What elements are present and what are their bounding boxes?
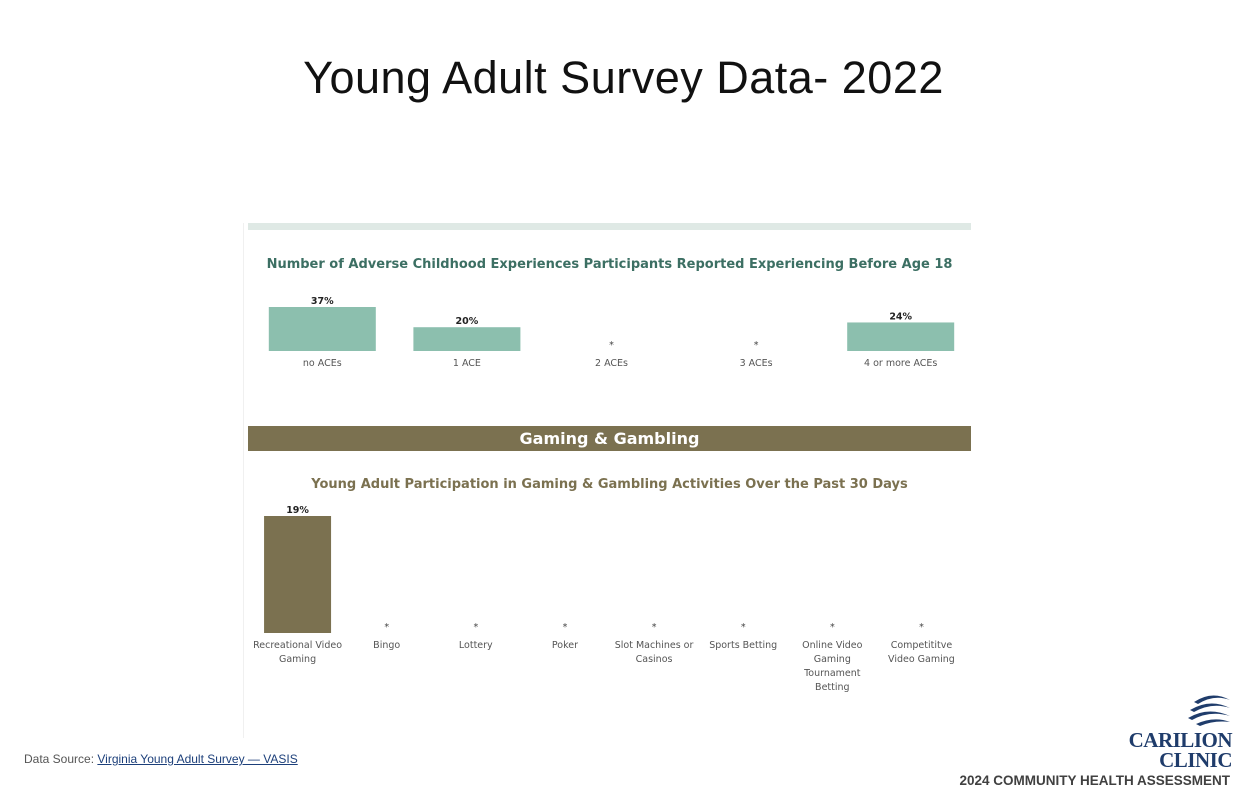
- logo-text-carilion: CARILION: [1128, 728, 1233, 752]
- section-header-gaming: Gaming & Gambling: [248, 426, 971, 451]
- gaming-category-label-line: Casinos: [636, 654, 673, 665]
- gaming-category-label: Bingo: [373, 640, 400, 651]
- gaming-category-label: Slot Machines or Casinos: [615, 640, 694, 665]
- carilion-logo: CARILION CLINIC: [1128, 690, 1233, 772]
- gaming-data-label: *: [830, 622, 835, 633]
- gaming-category-label-line: Slot Machines or: [615, 640, 694, 651]
- assessment-label: 2024 COMMUNITY HEALTH ASSESSMENT: [959, 773, 1230, 788]
- gaming-category-label-line: Sports Betting: [709, 640, 777, 651]
- gaming-category-label-line: Competititve: [891, 640, 953, 651]
- gaming-data-label: *: [473, 622, 478, 633]
- page-title: Young Adult Survey Data- 2022: [303, 52, 944, 103]
- ace-bar: [268, 307, 376, 351]
- chart-panel: [243, 218, 973, 738]
- ace-category-label: 1 ACE: [453, 358, 481, 369]
- ace-data-label: *: [609, 340, 614, 351]
- ace-category-label: 2 ACEs: [595, 358, 628, 369]
- gaming-category-label: Online Video Gaming Tournament Betting: [802, 640, 862, 693]
- carilion-swoosh-icon: [1188, 695, 1230, 726]
- data-source-link[interactable]: Virginia Young Adult Survey — VASIS: [97, 752, 298, 766]
- gaming-category-label-line: Online Video: [802, 640, 862, 651]
- gaming-category-label-line: Gaming: [814, 654, 851, 665]
- gaming-data-label: *: [652, 622, 657, 633]
- gaming-category-label-line: Recreational Video: [253, 640, 342, 651]
- ace-category-label: 3 ACEs: [740, 358, 773, 369]
- gaming-bar-chart: 19% Recreational Video Gaming * Bingo * Lotter…: [253, 505, 955, 693]
- gaming-data-label: *: [563, 622, 568, 633]
- gaming-category-label-line: Tournament: [803, 668, 861, 679]
- ace-bar-chart: 37% no ACEs 20% 1 ACE * 2 ACEs * 3 ACEs 24% 4 or …: [268, 296, 955, 369]
- gaming-data-label: *: [919, 622, 924, 633]
- gaming-data-label: *: [741, 622, 746, 633]
- ace-chart-title: Number of Adverse Childhood Experiences …: [266, 257, 953, 272]
- gaming-category-label-line: Lottery: [459, 640, 493, 651]
- gaming-category-label-line: Betting: [815, 682, 850, 693]
- gaming-chart-title: Young Adult Participation in Gaming & Ga…: [311, 477, 908, 492]
- data-source-label: Data Source:: [24, 752, 98, 766]
- ace-category-label: 4 or more ACEs: [864, 358, 937, 369]
- ace-data-label: *: [754, 340, 759, 351]
- ace-bar: [413, 327, 521, 351]
- gaming-category-label: Recreational Video Gaming: [253, 640, 342, 665]
- ace-category-label: no ACEs: [303, 358, 342, 369]
- ace-data-label: 20%: [456, 316, 479, 327]
- ace-data-label: 24%: [889, 311, 912, 322]
- data-source: Data Source: Virginia Young Adult Survey…: [24, 752, 298, 766]
- gaming-bar: [264, 516, 332, 633]
- panel-divider: [243, 223, 244, 738]
- gaming-data-label: *: [384, 622, 389, 633]
- gaming-category-label-line: Poker: [552, 640, 578, 651]
- gaming-category-label: Sports Betting: [709, 640, 777, 651]
- panel-top-band: [248, 223, 971, 230]
- gaming-category-label: Competititve Video Gaming: [888, 640, 955, 665]
- gaming-category-label-line: Bingo: [373, 640, 400, 651]
- logo-text-clinic: CLINIC: [1159, 748, 1232, 772]
- gaming-data-label: 19%: [286, 505, 309, 516]
- gaming-category-label: Poker: [552, 640, 578, 651]
- gaming-category-label: Lottery: [459, 640, 493, 651]
- ace-bar: [847, 322, 955, 351]
- gaming-category-label-line: Gaming: [279, 654, 316, 665]
- gaming-category-label-line: Video Gaming: [888, 654, 955, 665]
- ace-data-label: 37%: [311, 296, 334, 307]
